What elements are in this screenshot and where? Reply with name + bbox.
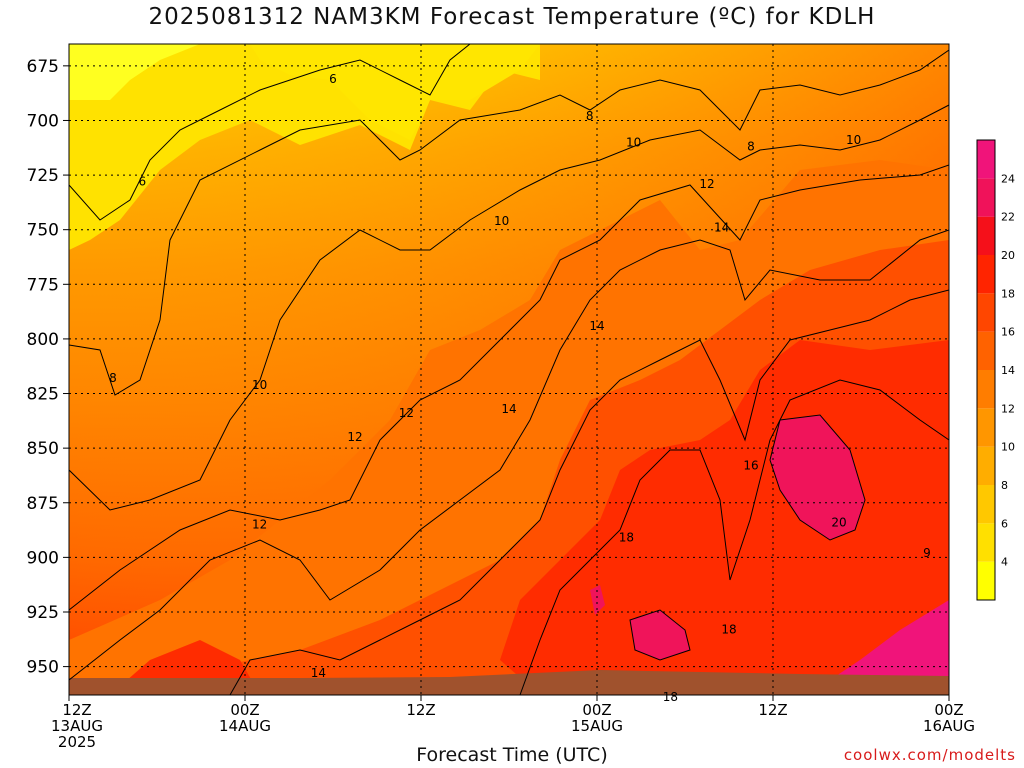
x-tick-label-2-line1: 12Z (406, 701, 435, 719)
contour-label-6: 10 (846, 133, 861, 147)
coldest-region-4c (69, 44, 200, 100)
contour-label-1: 6 (139, 175, 147, 189)
colorbar-tick-label-3: 10 (1001, 441, 1015, 454)
colorbar-band-6 (977, 331, 995, 370)
contour-label-2: 8 (586, 109, 594, 123)
colorbar-band-7 (977, 293, 995, 332)
y-tick-label-0: 675 (27, 57, 59, 77)
cold-region-6c-b (250, 44, 540, 140)
y-tick-label-10: 925 (27, 603, 59, 623)
y-tick-label-1: 700 (27, 111, 59, 131)
colorbar-tick-label-6: 16 (1001, 326, 1015, 339)
y-tick-label-6: 825 (27, 385, 59, 405)
chart-title: 2025081312 NAM3KM Forecast Temperature (… (148, 4, 876, 30)
grid-lines (68, 44, 950, 695)
colorbar-tick-label-7: 18 (1001, 287, 1015, 300)
colorbar-band-4 (977, 408, 995, 447)
y-tick-label-8: 875 (27, 494, 59, 514)
contour-20c (769, 414, 866, 541)
colorbar-tick-label-5: 14 (1001, 364, 1015, 377)
contour-8c (69, 49, 949, 396)
colorbar-band-9 (977, 216, 995, 255)
colorbar-tick-label-8: 20 (1001, 249, 1015, 262)
contour-6c (69, 44, 471, 221)
x-tick-label-4-line1: 12Z (758, 701, 787, 719)
contour-label-14: 14 (589, 319, 604, 333)
ground-surface (69, 670, 949, 695)
colorbar-band-2 (977, 485, 995, 524)
colorbar-band-3 (977, 446, 995, 485)
contour-label-18: 18 (619, 531, 634, 545)
contour-label-4: 8 (109, 371, 117, 385)
contour-label-19: 18 (721, 622, 736, 636)
credit-text: coolwx.com/modelts (843, 746, 1016, 764)
y-tick-label-3: 750 (27, 221, 59, 241)
contour-20c-b (629, 609, 691, 661)
x-tick-label-1-line1: 00Z (230, 701, 259, 719)
contour-12c (69, 164, 949, 611)
hot-region-18c (500, 340, 949, 695)
hottest-region-20c-a (770, 415, 865, 540)
contour-10c (69, 104, 949, 511)
x-tick-label-0-line1: 12Z (62, 701, 91, 719)
contour-label-11: 12 (399, 406, 414, 420)
contour-label-5: 10 (626, 135, 641, 149)
contour-label-20: 18 (663, 690, 678, 704)
contour-lines (69, 44, 949, 695)
contour-label-13: 14 (714, 221, 729, 235)
contour-label-17: 16 (743, 459, 758, 473)
x-tick-label-3-line2: 15AUG (571, 717, 623, 735)
x-axis-label: Forecast Time (UTC) (416, 744, 608, 766)
contour-label-3: 8 (747, 140, 755, 154)
colorbar-band-0 (977, 561, 995, 600)
colorbar-tick-label-9: 22 (1001, 211, 1015, 224)
y-axis: 675 700 725 750 775 800 825 850 875 900 925 950 (27, 57, 69, 678)
x-tick-label-3-line1: 00Z (582, 701, 611, 719)
contour-label-12: 12 (252, 518, 267, 532)
contour-label-7: 10 (494, 214, 509, 228)
contour-label-8: 10 (252, 378, 267, 392)
contour-label-15: 14 (501, 402, 516, 416)
contour-label-22: 9 (923, 546, 931, 560)
colorbar-tick-label-10: 24 (1001, 172, 1015, 185)
hottest-region-20c-c (830, 600, 949, 680)
y-tick-label-9: 900 (27, 548, 59, 568)
colorbar-tick-label-4: 12 (1001, 402, 1015, 415)
hottest-region-20c-d (590, 585, 605, 615)
contour-label-21: 20 (831, 515, 846, 529)
x-tick-label-5-line1: 00Z (934, 701, 963, 719)
contour-labels: 6 6 8 8 8 10 10 10 10 12 12 12 12 14 14 14 14 16 18 18 18 20 9 (109, 72, 931, 704)
contour-14c (69, 229, 949, 681)
x-tick-label-0-line2: 13AUG (51, 717, 103, 735)
colorbar-frame (976, 139, 996, 601)
colorbar-band-10 (977, 178, 995, 217)
y-tick-label-4: 775 (27, 275, 59, 295)
colorbar-band-5 (977, 370, 995, 409)
contour-16c (229, 289, 949, 695)
y-tick-label-11: 950 (27, 658, 59, 678)
contour-label-0: 6 (329, 72, 337, 86)
contour-label-10: 12 (347, 430, 362, 444)
colorbar-band-11 (977, 140, 995, 179)
x-tick-label-1-line2: 14AUG (219, 717, 271, 735)
contour-18c (519, 379, 949, 695)
colorbar-band-8 (977, 255, 995, 294)
contour-label-16: 14 (311, 666, 326, 680)
colorbar-tick-label-1: 6 (1001, 517, 1008, 530)
plot-area (69, 44, 949, 695)
contour-label-9: 12 (699, 177, 714, 191)
y-tick-label-5: 800 (27, 330, 59, 350)
colorbar-tick-label-2: 8 (1001, 479, 1008, 492)
y-tick-label-7: 850 (27, 439, 59, 459)
x-tick-label-0-line3: 2025 (58, 733, 96, 751)
colorbar-tick-label-0: 4 (1001, 556, 1008, 569)
colorbar-band-1 (977, 523, 995, 562)
colorbar: 4 6 8 10 12 14 16 18 20 22 24 (976, 139, 1015, 601)
x-tick-label-5-line2: 16AUG (923, 717, 975, 735)
y-tick-label-2: 725 (27, 166, 59, 186)
